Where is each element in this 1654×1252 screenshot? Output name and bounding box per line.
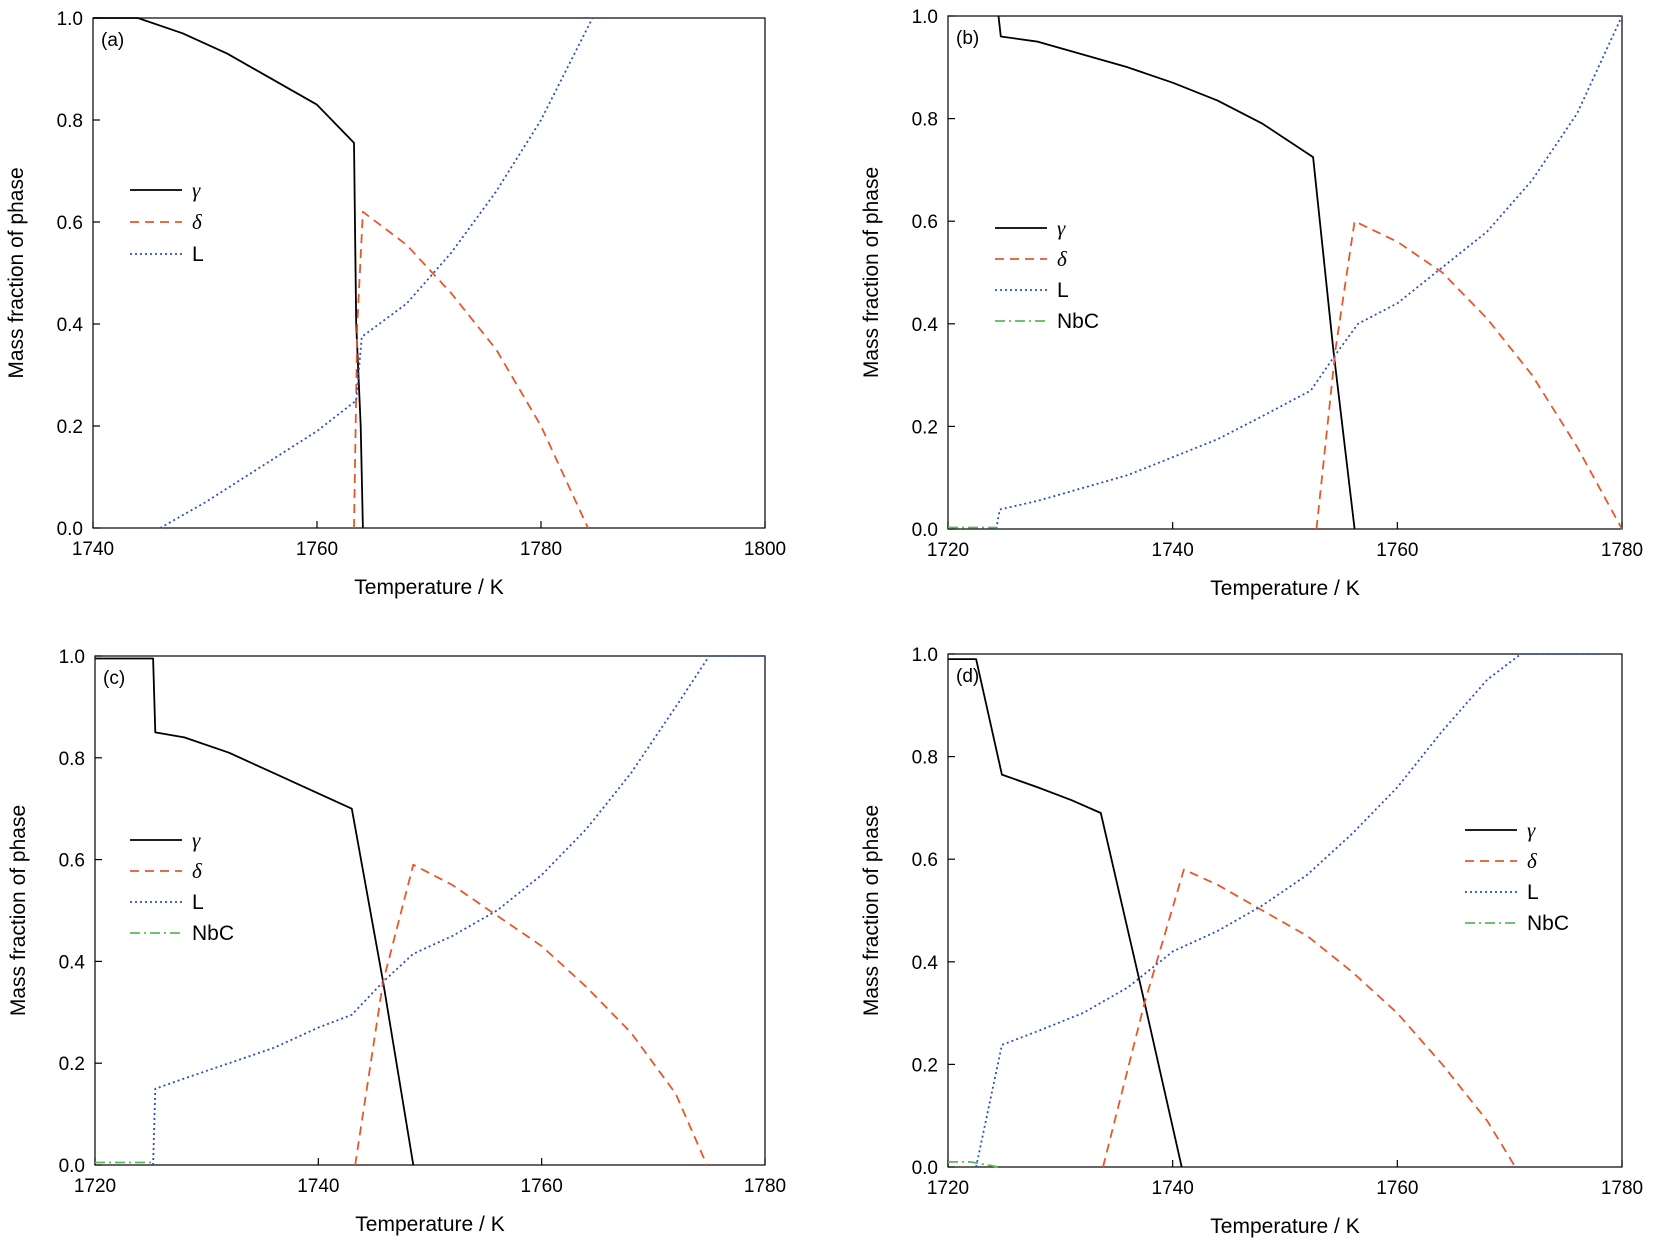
legend-label: NbC: [1527, 912, 1569, 935]
y-axis-label: Mass fraction of phase: [860, 805, 883, 1016]
y-tick-label: 0.8: [912, 110, 938, 131]
series-line-0: [948, 658, 1183, 1168]
x-axis-label: Temperature / K: [1210, 1215, 1359, 1238]
legend-label: NbC: [192, 922, 234, 945]
legend-label: δ: [1527, 849, 1538, 873]
legend-label: L: [192, 891, 204, 914]
x-tick-label: 1780: [1601, 1178, 1643, 1199]
panel-label: (b): [956, 28, 979, 49]
y-tick-label: 0.2: [912, 417, 938, 438]
y-tick-label: 0.0: [57, 519, 83, 540]
y-tick-label: 0.8: [912, 748, 938, 769]
legend-label: L: [1057, 279, 1069, 302]
y-tick-label: 1.0: [912, 645, 938, 666]
series-line-1: [1102, 868, 1517, 1168]
y-tick-label: 0.6: [59, 851, 85, 872]
x-tick-label: 1740: [1152, 540, 1194, 561]
legend: γδL NbC: [995, 216, 1099, 333]
x-tick-label: 1720: [927, 1178, 969, 1199]
y-tick-label: 0.8: [57, 111, 83, 132]
series-line-2: [995, 15, 1622, 530]
x-axis-label: Temperature / K: [354, 576, 503, 599]
legend: γδL NbC: [1465, 818, 1569, 935]
y-tick-label: 0.0: [59, 1156, 85, 1177]
series-line-1: [354, 863, 708, 1166]
legend-label: γ: [1057, 216, 1066, 240]
y-tick-label: 0.2: [912, 1055, 938, 1076]
y-tick-label: 0.0: [912, 520, 938, 541]
chart-panel-3: 1720 1740 1760 1780 0.0 0.2 0.4 0.6 0.8 1.0 Temper…: [860, 645, 1643, 1238]
legend-label: δ: [1057, 247, 1068, 271]
plot-frame: [92, 17, 766, 529]
x-axis-label: Temperature / K: [1210, 577, 1359, 600]
series-line-0: [95, 657, 415, 1166]
plot-frame: [94, 655, 766, 1166]
y-tick-label: 1.0: [912, 7, 938, 28]
y-tick-label: 0.8: [59, 749, 85, 770]
legend: γδL: [130, 178, 204, 266]
y-tick-label: 0.4: [912, 953, 939, 974]
series-line-0: [997, 15, 1356, 530]
y-tick-label: 1.0: [59, 647, 85, 668]
y-tick-label: 0.2: [57, 417, 83, 438]
x-tick-label: 1780: [1601, 540, 1643, 561]
panel-label: (a): [101, 30, 124, 51]
series-line-1: [353, 210, 589, 529]
chart-panel-0: 1740 1760 1780 1800 0.0 0.2 0.4 0.6 0.8 1.0 Temper…: [5, 9, 786, 599]
legend-label: γ: [1527, 818, 1536, 842]
y-axis-label: Mass fraction of phase: [7, 805, 30, 1016]
y-tick-label: 0.4: [57, 315, 84, 336]
x-tick-label: 1800: [744, 539, 786, 560]
y-tick-label: 0.0: [912, 1158, 938, 1179]
legend: γδL NbC: [130, 828, 234, 945]
y-tick-label: 0.4: [59, 952, 86, 973]
series-line-1: [1315, 220, 1622, 530]
x-tick-label: 1720: [74, 1176, 116, 1197]
x-tick-label: 1740: [1152, 1178, 1194, 1199]
x-tick-label: 1740: [72, 539, 114, 560]
legend-label: NbC: [1057, 310, 1099, 333]
y-axis-label: Mass fraction of phase: [860, 167, 883, 378]
series-line-2: [152, 655, 765, 1166]
x-tick-label: 1760: [521, 1176, 563, 1197]
legend-label: γ: [192, 178, 201, 202]
y-tick-label: 0.6: [912, 850, 938, 871]
series-line-2: [975, 653, 1600, 1168]
legend-label: δ: [192, 859, 203, 883]
legend-label: L: [192, 243, 204, 266]
chart-panel-1: 1720 1740 1760 1780 0.0 0.2 0.4 0.6 0.8 1.0 Temper…: [860, 7, 1643, 600]
plot-frame: [947, 653, 1623, 1168]
y-tick-label: 0.2: [59, 1054, 85, 1075]
x-tick-label: 1720: [927, 540, 969, 561]
y-axis-label: Mass fraction of phase: [5, 167, 28, 378]
x-tick-label: 1780: [520, 539, 562, 560]
legend-label: γ: [192, 828, 201, 852]
y-tick-label: 1.0: [57, 9, 83, 30]
x-tick-label: 1760: [1376, 1178, 1418, 1199]
y-tick-label: 0.6: [57, 213, 83, 234]
y-tick-label: 0.6: [912, 212, 938, 233]
panel-label: (d): [956, 666, 979, 687]
x-tick-label: 1760: [1376, 540, 1418, 561]
series-line-2: [159, 17, 594, 529]
legend-label: δ: [192, 210, 203, 234]
x-tick-label: 1760: [296, 539, 338, 560]
legend-label: L: [1527, 881, 1539, 904]
series-line-0: [93, 17, 364, 529]
plot-frame: [947, 15, 1623, 530]
y-tick-label: 0.4: [912, 315, 939, 336]
series-line-3: [948, 1161, 999, 1168]
x-tick-label: 1780: [744, 1176, 786, 1197]
x-axis-label: Temperature / K: [355, 1213, 504, 1236]
chart-panel-2: 1720 1740 1760 1780 0.0 0.2 0.4 0.6 0.8 1.0 Temper…: [7, 647, 786, 1236]
x-tick-label: 1740: [297, 1176, 339, 1197]
panel-label: (c): [103, 668, 125, 689]
